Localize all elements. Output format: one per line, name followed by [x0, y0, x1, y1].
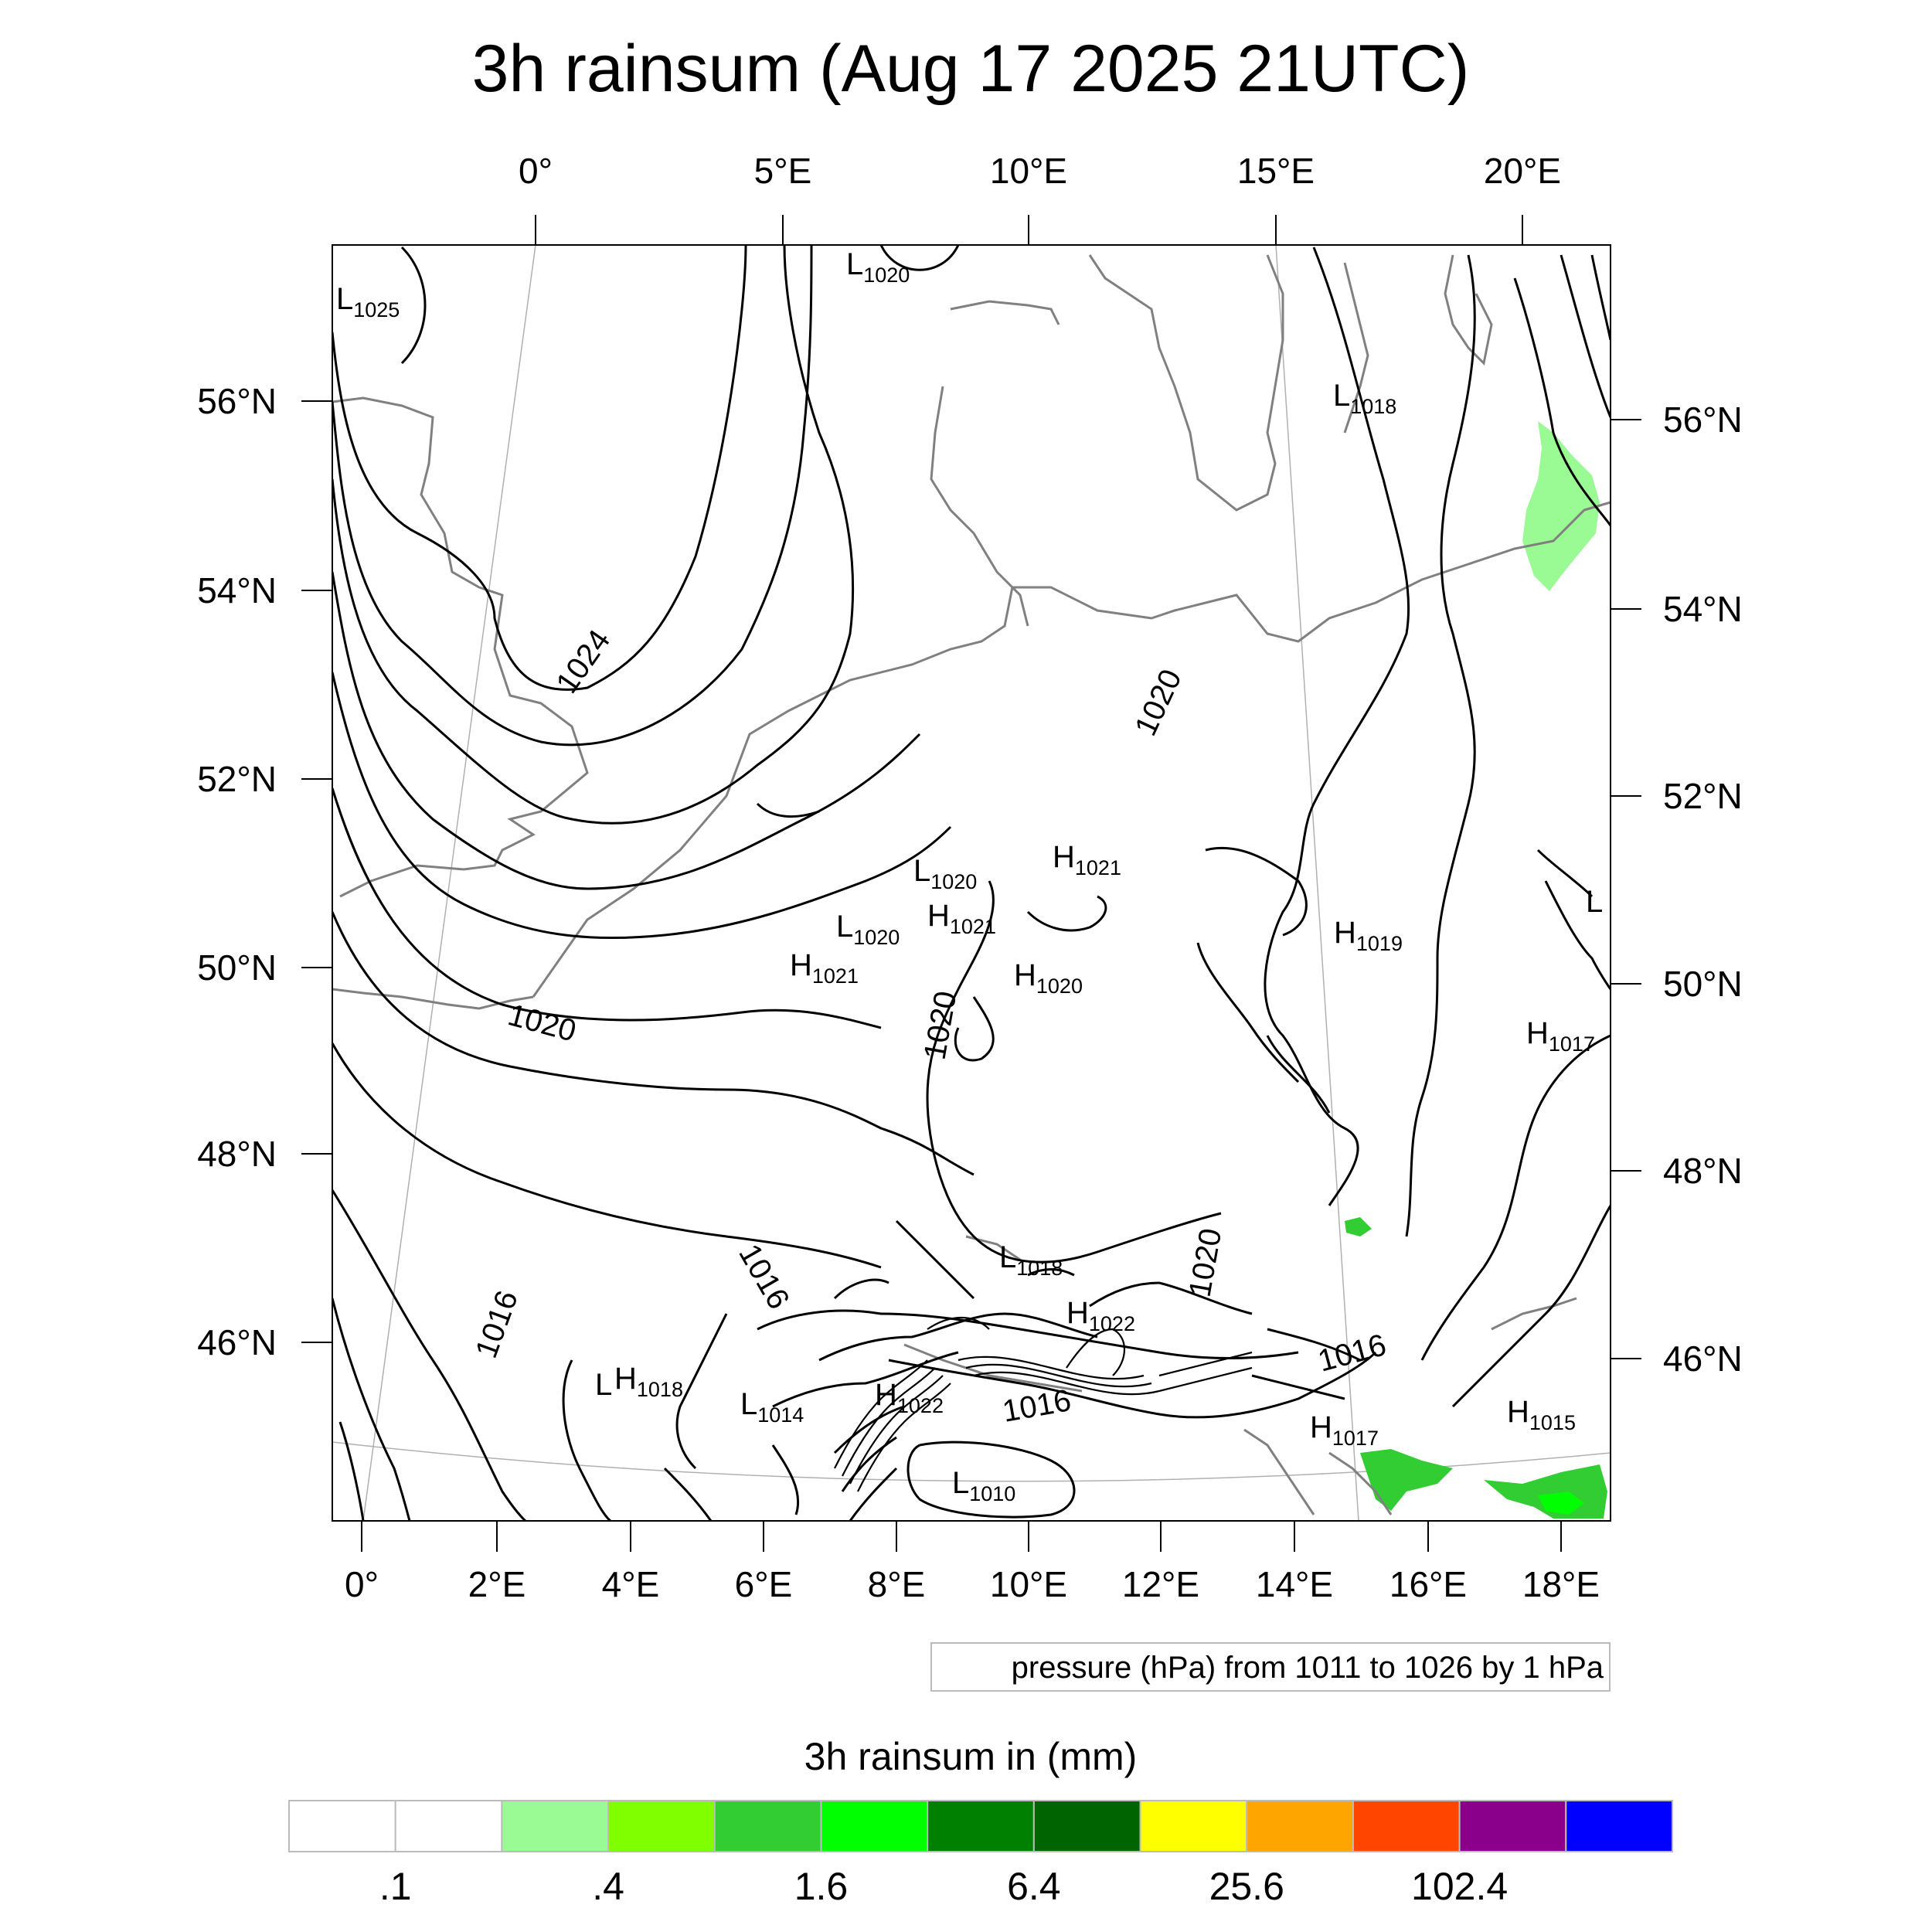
contour-legend: pressure (hPa) from 1011 to 1026 by 1 hP…: [930, 1642, 1611, 1692]
left-tick-labels: 56°N 54°N 52°N 50°N 48°N 46°N: [197, 381, 277, 1362]
colorbar-label: 6.4: [1007, 1865, 1061, 1908]
isobars: [332, 245, 1611, 1521]
colorbar: [288, 1800, 1674, 1852]
right-tick-label: 46°N: [1663, 1338, 1743, 1379]
bottom-tick-label: 18°E: [1522, 1564, 1600, 1604]
coastlines: [332, 254, 1611, 1515]
isobar-label: 1020: [1128, 665, 1188, 741]
pressure-center-marker: L1010: [952, 1466, 1015, 1505]
pressure-center-marker: L1020: [913, 854, 977, 893]
pressure-center-marker: H1019: [1334, 916, 1403, 955]
pressure-center-marker: H1021: [927, 899, 996, 938]
colorbar-label: .1: [379, 1865, 412, 1908]
colorbar-swatch: [607, 1800, 716, 1852]
top-tick-label: 20°E: [1484, 151, 1561, 191]
isobar-label: 1020: [505, 998, 580, 1049]
pressure-center-marker: L1025: [336, 282, 400, 321]
colorbar-swatch: [1352, 1800, 1461, 1852]
pressure-center-marker: L1018: [999, 1240, 1063, 1280]
colorbar-swatch: [927, 1800, 1035, 1852]
left-tick-label: 56°N: [197, 381, 277, 421]
top-tick-label: 10°E: [990, 151, 1067, 191]
colorbar-swatch: [820, 1800, 929, 1852]
pressure-center-marker: H1022: [875, 1378, 944, 1417]
pressure-center-marker: H1021: [790, 948, 859, 988]
colorbar-swatch: [394, 1800, 503, 1852]
colorbar-swatch: [713, 1800, 822, 1852]
right-tick-label: 52°N: [1663, 776, 1743, 816]
bottom-tick-labels: 0° 2°E 4°E 6°E 8°E 10°E 12°E 14°E 16°E 1…: [345, 1564, 1600, 1604]
map-title: 3h rainsum (Aug 17 2025 21UTC): [472, 32, 1470, 106]
colorbar-swatch: [1565, 1800, 1674, 1852]
left-tick-label: 54°N: [197, 570, 277, 611]
plot-area: 0° 5°E 10°E 15°E 20°E 0° 2°E 4°E 6°E 8°E…: [197, 151, 1743, 1604]
isobar-label: 1016: [732, 1239, 796, 1315]
rain-areas: [1345, 421, 1607, 1519]
top-tick-label: 5°E: [754, 151, 812, 191]
top-tick-labels: 0° 5°E 10°E 15°E 20°E: [519, 151, 1561, 191]
tick-marks: [301, 215, 1641, 1552]
bottom-tick-label: 0°: [345, 1564, 379, 1604]
right-tick-label: 50°N: [1663, 964, 1743, 1004]
rain-area-southeast-bright: [1538, 1492, 1584, 1515]
colorbar-swatch: [1032, 1800, 1141, 1852]
colorbar-label: 1.6: [794, 1865, 849, 1908]
left-tick-label: 46°N: [197, 1322, 277, 1362]
pressure-centers: L1025 L1020 L1018 H1021 L1020 H1021 L102…: [336, 247, 1603, 1505]
bottom-tick-label: 14°E: [1256, 1564, 1333, 1604]
top-tick-label: 15°E: [1237, 151, 1315, 191]
isobar-label: 1020: [918, 988, 964, 1062]
left-tick-label: 52°N: [197, 759, 277, 799]
pressure-center-marker: H1017: [1526, 1016, 1595, 1056]
alpine-contours: [834, 1316, 1253, 1492]
colorbar-title: 3h rainsum in (mm): [804, 1735, 1138, 1778]
colorbar-swatch: [501, 1800, 610, 1852]
colorbar-labels: .1 .4 1.6 6.4 25.6 102.4: [379, 1865, 1508, 1908]
bottom-tick-label: 8°E: [868, 1564, 926, 1604]
pressure-center-marker: L1014: [740, 1387, 804, 1427]
pressure-center-marker: L1018: [1333, 379, 1396, 418]
bottom-tick-label: 4°E: [602, 1564, 660, 1604]
pressure-center-marker: L: [595, 1368, 612, 1402]
left-tick-label: 48°N: [197, 1134, 277, 1174]
rain-area-baltic: [1522, 421, 1600, 591]
bottom-tick-label: 2°E: [468, 1564, 526, 1604]
plot-frame: [332, 244, 1611, 1522]
pressure-center-marker: H1017: [1310, 1410, 1379, 1450]
bottom-tick-label: 16°E: [1389, 1564, 1467, 1604]
contour-legend-box: [930, 1642, 1611, 1692]
pressure-center-marker: H1020: [1014, 958, 1083, 998]
rain-area-small: [1345, 1217, 1372, 1236]
bottom-tick-label: 10°E: [990, 1564, 1067, 1604]
contour-legend-text: pressure (hPa) from 1011 to 1026 by 1 hP…: [1012, 1651, 1604, 1685]
right-tick-label: 56°N: [1663, 400, 1743, 440]
pressure-center-marker: H1022: [1066, 1296, 1135, 1335]
isobar-label: 1020: [1183, 1226, 1229, 1299]
rain-area-east: [1360, 1449, 1453, 1511]
colorbar-swatch: [288, 1800, 396, 1852]
isobar-label: 1016: [469, 1286, 525, 1362]
pressure-center-marker: L1020: [846, 247, 910, 287]
colorbar-swatch: [1139, 1800, 1248, 1852]
colorbar-label: 102.4: [1411, 1865, 1508, 1908]
pressure-center-marker: H1015: [1507, 1395, 1576, 1434]
colorbar-label: 25.6: [1209, 1865, 1284, 1908]
top-tick-label: 0°: [519, 151, 553, 191]
right-tick-label: 54°N: [1663, 589, 1743, 629]
right-tick-label: 48°N: [1663, 1151, 1743, 1191]
right-tick-labels: 56°N 54°N 52°N 50°N 48°N 46°N: [1663, 400, 1743, 1379]
colorbar-label: .4: [592, 1865, 624, 1908]
pressure-center-marker: H1021: [1053, 840, 1121, 879]
pressure-center-marker: L: [1586, 885, 1603, 919]
pressure-center-marker: L1020: [836, 910, 900, 949]
left-tick-label: 50°N: [197, 947, 277, 988]
colorbar-swatch: [1246, 1800, 1354, 1852]
colorbar-swatch: [1458, 1800, 1567, 1852]
bottom-tick-label: 12°E: [1122, 1564, 1199, 1604]
isobar-label: 1016: [1000, 1383, 1073, 1429]
pressure-center-marker: H1018: [614, 1362, 683, 1401]
bottom-tick-label: 6°E: [735, 1564, 793, 1604]
